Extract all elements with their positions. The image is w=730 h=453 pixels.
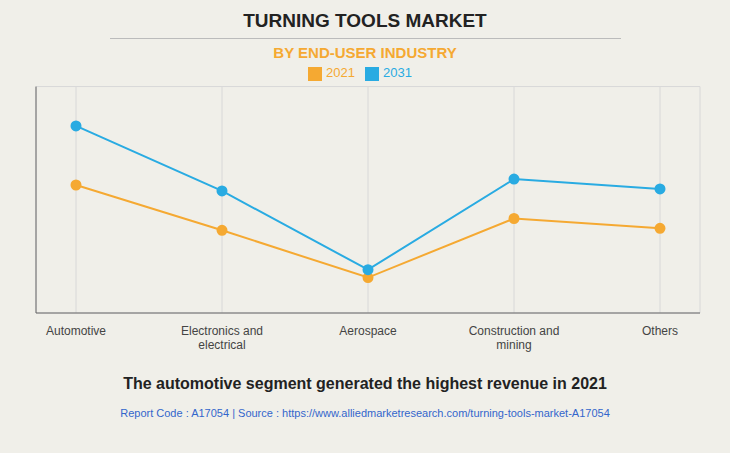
html-text:2021: 2021 bbox=[326, 65, 355, 80]
svg-text:Aerospace: Aerospace bbox=[339, 324, 397, 338]
html-text:The automotive segment generat: The automotive segment generated the hig… bbox=[123, 375, 607, 392]
svg-text:Electronics andelectrical: Electronics andelectrical bbox=[181, 324, 263, 352]
html-text:2031: 2031 bbox=[383, 65, 412, 80]
svg-text:Construction andmining: Construction andmining bbox=[469, 324, 560, 352]
html-text:BY END-USER INDUSTRY: BY END-USER INDUSTRY bbox=[273, 44, 457, 61]
svg-text:Automotive: Automotive bbox=[46, 324, 106, 338]
svg-text:Others: Others bbox=[642, 324, 678, 338]
html-text:Report Code : A17054 | Source: Report Code : A17054 | Source : https://… bbox=[120, 407, 610, 419]
html-text:TURNING TOOLS MARKET: TURNING TOOLS MARKET bbox=[243, 10, 487, 31]
